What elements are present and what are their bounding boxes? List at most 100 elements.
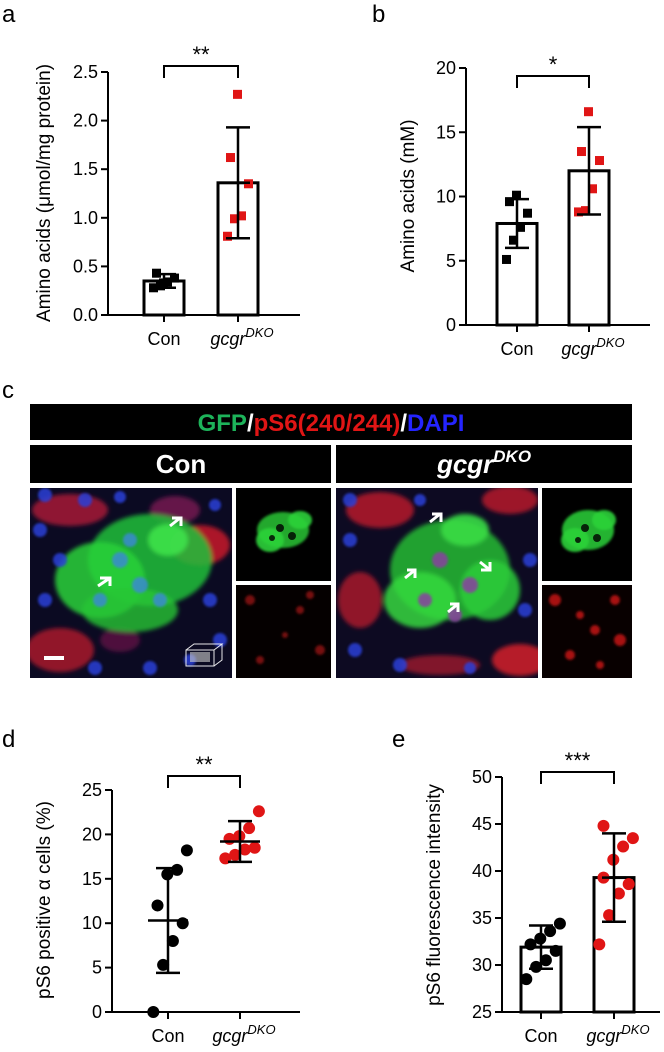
y-tick-label: 35: [472, 908, 492, 928]
data-point: [151, 899, 164, 912]
y-axis-title: pS6 fluorescence intensity: [424, 784, 445, 1006]
chart-e: 25 30 35 40 45 50 Con gcgrDKO pS6 fluorescence i…: [424, 748, 660, 1046]
significance-bracket: [163, 65, 239, 78]
data-point: [223, 231, 232, 241]
data-point: [523, 208, 532, 218]
data-point: [505, 197, 514, 207]
y-axis-title: pS6 positive α cells (%): [34, 801, 55, 999]
title-part-2: pS6(240/244): [254, 410, 401, 437]
data-point: [539, 954, 552, 967]
y-tick-label: 15: [436, 122, 456, 142]
title-part-1: /: [247, 410, 254, 437]
data-point: [593, 938, 606, 951]
data-point: [612, 887, 625, 900]
y-tick-label: 0: [446, 315, 456, 335]
data-point: [553, 917, 566, 930]
panel-c-ko-bar: [336, 445, 632, 483]
y-tick-label: 10: [82, 913, 102, 933]
data-point: [248, 841, 261, 854]
panel-label-c: c: [2, 377, 14, 404]
y-tick-label: 5: [446, 251, 456, 271]
data-point: [584, 107, 593, 117]
y-tick-label: 20: [436, 58, 456, 78]
data-point: [520, 973, 533, 986]
x-tick-label-0: Con: [147, 329, 180, 349]
y-tick-label: 25: [472, 1002, 492, 1022]
ko-ps6-micrograph: [542, 585, 632, 678]
data-point: [176, 917, 189, 930]
y-tick-label: 0.5: [73, 256, 98, 276]
y-tick-label: 40: [472, 861, 492, 881]
chart-d: 0 5 10 15 20 25 Con gcgrDKO pS6 positive α cells…: [34, 752, 300, 1046]
y-tick-label: 20: [82, 824, 102, 844]
y-tick-label: 5: [92, 958, 102, 978]
significance-label: *: [549, 52, 558, 77]
data-point: [577, 147, 586, 157]
title-part-4: DAPI: [407, 410, 464, 437]
y-tick-label: 50: [472, 767, 492, 787]
y-tick-label: 0: [92, 1002, 102, 1022]
significance-bracket: [540, 771, 615, 784]
x-tick-label-base: gcgr: [210, 329, 246, 349]
y-tick-label: 10: [436, 187, 456, 207]
x-tick-label-base: Con: [500, 339, 533, 359]
y-tick-label: 25: [82, 780, 102, 800]
panel-c-con-bar: [30, 445, 331, 483]
x-tick-label-0: Con: [500, 339, 533, 359]
y-tick-label: 45: [472, 814, 492, 834]
data-point: [617, 840, 630, 853]
data-point: [509, 235, 518, 245]
data-point: [237, 211, 246, 221]
x-tick-label-sup: DKO: [621, 1022, 649, 1037]
data-point: [574, 207, 583, 217]
y-axis-title: Amino acids (mM): [398, 119, 419, 272]
significance-label: **: [192, 42, 210, 67]
x-tick-label-base: Con: [151, 1026, 184, 1046]
ko-gfp-micrograph: [542, 488, 632, 581]
con-gfp-micrograph: [236, 488, 331, 581]
x-tick-label-1: gcgrDKO: [212, 1022, 275, 1046]
x-tick-label-0: Con: [151, 1026, 184, 1046]
data-point: [180, 844, 193, 857]
x-tick-label-base: gcgr: [561, 339, 597, 359]
x-tick-label-base: gcgr: [212, 1026, 248, 1046]
y-axis-title: Amino acids (μmol/mg protein): [34, 64, 55, 322]
data-point: [170, 273, 179, 283]
x-tick-label-base: Con: [524, 1026, 557, 1046]
y-tick-label: 0.0: [73, 305, 98, 325]
x-tick-label-1: gcgrDKO: [586, 1022, 649, 1046]
y-tick-label: 2.0: [73, 111, 98, 131]
x-tick-label-base: Con: [147, 329, 180, 349]
data-point: [588, 184, 597, 194]
data-point: [226, 153, 235, 163]
data-point: [626, 832, 639, 845]
con-ps6-micrograph: [236, 585, 331, 678]
data-point: [512, 190, 521, 200]
data-point: [166, 934, 179, 947]
title-part-3: /: [400, 410, 407, 437]
data-point: [252, 805, 265, 818]
ko-merged-micrograph: [336, 488, 538, 678]
x-tick-label-0: Con: [524, 1026, 557, 1046]
panel-c-title: GFP/pS6(240/244)/DAPI: [198, 410, 465, 437]
significance-label: **: [195, 752, 213, 777]
significance-label: ***: [565, 748, 591, 773]
y-tick-label: 2.5: [73, 62, 98, 82]
data-point: [544, 925, 557, 938]
x-tick-label-1: gcgrDKO: [210, 325, 273, 349]
data-point: [157, 958, 170, 971]
data-point: [622, 878, 635, 891]
data-point: [597, 819, 610, 832]
data-point: [581, 206, 590, 216]
y-tick-label: 15: [82, 869, 102, 889]
panel-label-d: d: [2, 726, 15, 753]
y-tick-label: 1.0: [73, 208, 98, 228]
data-point: [502, 254, 511, 264]
x-tick-label-sup: DKO: [245, 325, 273, 340]
panel-label-b: b: [372, 1, 385, 28]
x-tick-label-1: gcgrDKO: [561, 335, 624, 359]
data-point: [238, 843, 251, 856]
significance-bracket: [167, 775, 241, 788]
y-tick-label: 30: [472, 955, 492, 975]
